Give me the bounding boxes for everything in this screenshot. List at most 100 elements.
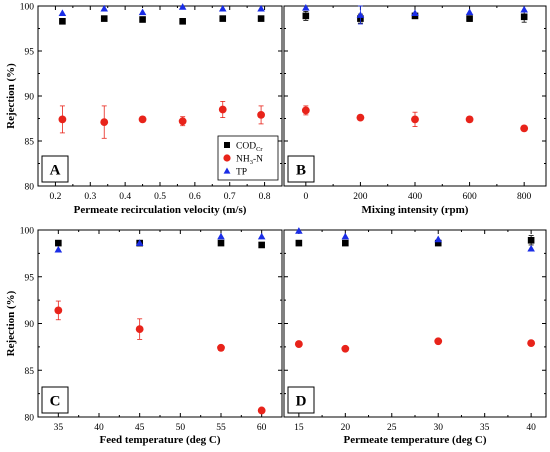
- data-point: [411, 9, 419, 17]
- x-tick-label: 0.7: [224, 192, 236, 202]
- x-axis-title: Permeate recirculation velocity (m/s): [74, 204, 247, 216]
- data-point: [258, 241, 265, 249]
- data-point: [527, 244, 535, 252]
- legend-label-text: NH: [236, 155, 250, 165]
- data-point: [295, 227, 303, 234]
- x-tick-label: 800: [517, 192, 532, 202]
- x-tick-label: 55: [216, 423, 226, 433]
- data-point: [257, 4, 265, 12]
- x-axis-title: Permeate temperature (deg C): [343, 434, 486, 446]
- y-tick-label: 90: [25, 320, 35, 330]
- y-tick-label: 90: [25, 93, 35, 103]
- data-point: [257, 232, 266, 240]
- data-point: [434, 239, 442, 247]
- panel-letter-box: [287, 386, 315, 414]
- x-axis-title: Mixing intensity (rpm): [362, 204, 469, 216]
- x-tick-label: 0.6: [189, 192, 201, 202]
- series-triangle: [58, 3, 265, 17]
- data-point: [342, 239, 349, 247]
- x-tick-label: 35: [54, 423, 64, 433]
- x-tick-label: 0.3: [84, 192, 96, 202]
- panel-letter-box: [287, 155, 315, 183]
- plot-frame: [283, 229, 547, 418]
- data-point: [135, 325, 144, 334]
- data-point: [520, 13, 528, 21]
- x-tick-label: 20: [341, 423, 351, 433]
- x-tick-label: 45: [135, 423, 145, 433]
- data-point: [434, 235, 443, 243]
- data-point: [58, 115, 67, 124]
- data-point: [59, 18, 66, 25]
- panel-letter: A: [50, 163, 61, 179]
- panel-letter-box: [41, 386, 69, 414]
- series-circle: [294, 337, 536, 353]
- legend-marker: [223, 154, 231, 162]
- data-point: [54, 245, 63, 253]
- x-tick-label: 600: [462, 192, 477, 202]
- data-point: [356, 113, 365, 122]
- data-point: [217, 232, 225, 240]
- legend-marker: [223, 167, 231, 174]
- panel-d: 15 20 25 30 35 40 Permeate temperature (deg C)…: [283, 227, 547, 446]
- data-point: [257, 15, 265, 22]
- legend-label-suffix: -N: [253, 155, 263, 165]
- panel-a: 0.2 0.3 0.4 0.5 0.6 0.7 0.8 80 85 90 95 100 Permeate…: [5, 3, 283, 216]
- data-point: [100, 118, 109, 126]
- legend-label-subscript: Cr: [256, 146, 263, 153]
- data-point: [217, 239, 225, 247]
- data-point: [257, 406, 266, 415]
- y-tick-label: 95: [25, 273, 35, 283]
- series-square: [59, 15, 265, 25]
- x-tick-label: 400: [408, 192, 423, 202]
- x-tick-label: 0.4: [119, 192, 131, 202]
- x-tick-label: 0.8: [259, 192, 271, 202]
- series-circle: [301, 105, 529, 133]
- data-point: [341, 232, 350, 240]
- data-point: [257, 111, 265, 119]
- plot-frame: [37, 229, 283, 418]
- data-point: [527, 339, 536, 348]
- panel-letter-box: [41, 155, 69, 183]
- legend-label-text: COD: [236, 142, 256, 152]
- data-point: [139, 16, 146, 23]
- data-point: [301, 106, 310, 115]
- legend-entry-label: TP: [236, 168, 247, 178]
- series-square: [55, 239, 265, 249]
- x-tick-label: 30: [433, 423, 443, 433]
- data-point: [294, 340, 303, 348]
- x-tick-label: 25: [387, 423, 397, 433]
- x-tick-label: 0: [303, 192, 308, 202]
- x-tick-label: 0.2: [49, 192, 61, 202]
- data-point: [341, 344, 350, 353]
- data-point: [218, 105, 227, 114]
- x-tick-label: 35: [480, 423, 490, 433]
- x-axis-title: Feed temperature (deg C): [99, 434, 220, 446]
- data-point: [179, 18, 186, 25]
- data-point: [138, 115, 147, 124]
- y-axis-title: Rejection (%): [5, 63, 17, 129]
- data-point: [217, 343, 225, 352]
- legend-entry-label: CODCr: [236, 142, 263, 154]
- series-triangle: [54, 232, 266, 253]
- data-point: [356, 11, 365, 18]
- data-point: [520, 5, 528, 13]
- data-point: [100, 4, 109, 12]
- plot-frame: [283, 5, 547, 187]
- data-point: [138, 8, 147, 16]
- data-point: [411, 115, 419, 124]
- legend-entry-label: NH3-N: [236, 155, 263, 167]
- data-point: [58, 9, 67, 17]
- data-point: [527, 236, 535, 244]
- x-tick-label: 60: [257, 423, 267, 433]
- data-point: [520, 124, 529, 133]
- data-point: [302, 12, 310, 20]
- data-point: [54, 306, 63, 315]
- x-tick-label: 40: [94, 423, 104, 433]
- data-point: [219, 15, 227, 22]
- x-tick-label: 0.5: [154, 192, 166, 202]
- y-tick-label: 80: [25, 414, 35, 424]
- data-point: [466, 15, 473, 22]
- y-tick-label: 85: [25, 138, 35, 148]
